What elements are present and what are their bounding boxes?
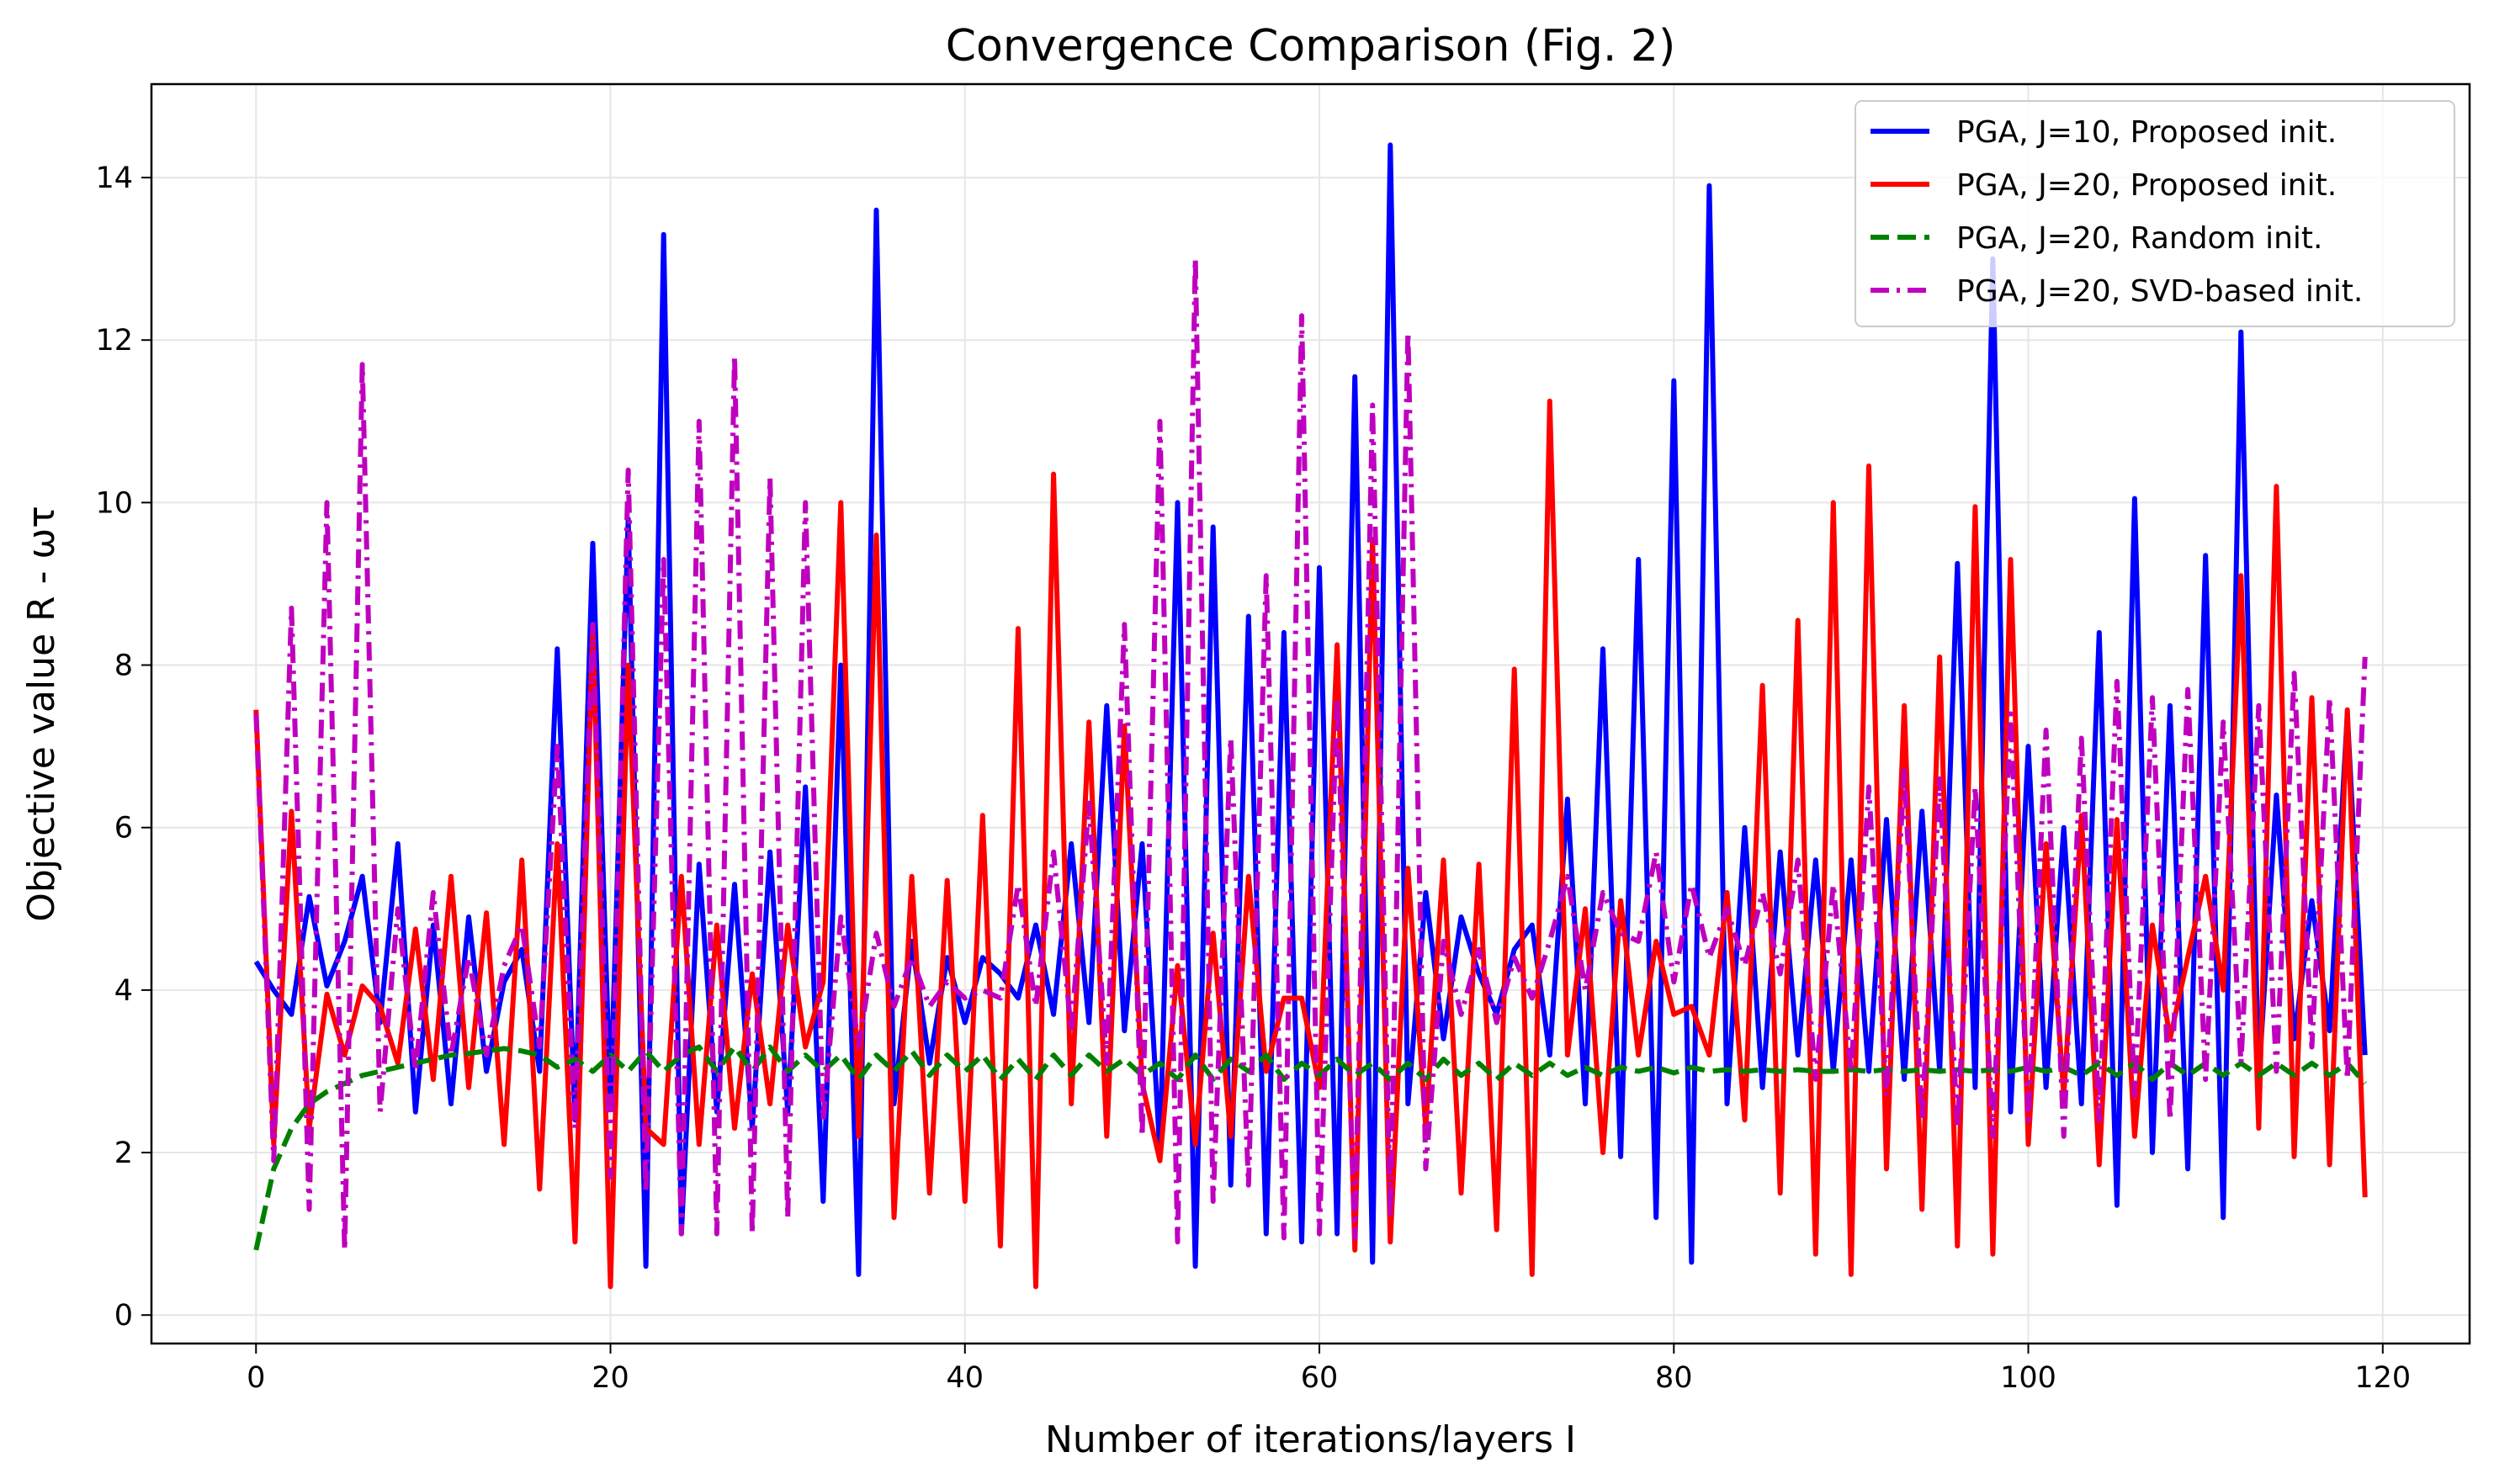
legend-box [1855, 100, 2455, 327]
x-tick-label: 20 [592, 1361, 629, 1395]
legend-label-3: PGA, J=20, Random init. [1956, 221, 2322, 256]
y-axis-label: Objective value R - ωτ [20, 506, 63, 922]
x-tick-label: 120 [2354, 1361, 2411, 1395]
y-tick-label: 6 [114, 812, 133, 845]
plot-frame [150, 82, 2471, 1345]
x-axis-label: Number of iterations/layers I [1045, 1418, 1576, 1461]
series-line-3 [253, 1044, 2367, 1251]
y-tick-label: 12 [95, 324, 133, 358]
series-line-4 [253, 256, 2368, 1253]
legend-label-4: PGA, J=20, SVD-based init. [1956, 274, 2363, 309]
y-tick-label: 0 [114, 1299, 133, 1333]
x-tick-label: 100 [2000, 1361, 2056, 1395]
legend-label-2: PGA, J=20, Proposed init. [1956, 168, 2337, 203]
y-tick-label: 14 [95, 162, 133, 195]
legend-label-1: PGA, J=10, Proposed init. [1956, 115, 2337, 150]
legend: PGA, J=10, Proposed init. PGA, J=20, Prop… [1855, 100, 2455, 327]
x-tick-label: 40 [947, 1361, 984, 1395]
series-line-2 [253, 398, 2368, 1290]
ticks: 0 20 40 60 80 100 120 0 2 4 6 8 10 12 14 [95, 162, 2411, 1395]
x-tick-label: 60 [1301, 1361, 1339, 1395]
y-tick-label: 4 [114, 974, 133, 1008]
y-tick-label: 10 [95, 486, 133, 520]
series-layer [253, 142, 2368, 1290]
x-tick-label: 80 [1655, 1361, 1693, 1395]
y-tick-label: 8 [114, 649, 133, 683]
chart-title: Convergence Comparison (Fig. 2) [946, 21, 1676, 72]
y-tick-label: 2 [114, 1137, 133, 1170]
x-tick-label: 0 [247, 1361, 265, 1395]
